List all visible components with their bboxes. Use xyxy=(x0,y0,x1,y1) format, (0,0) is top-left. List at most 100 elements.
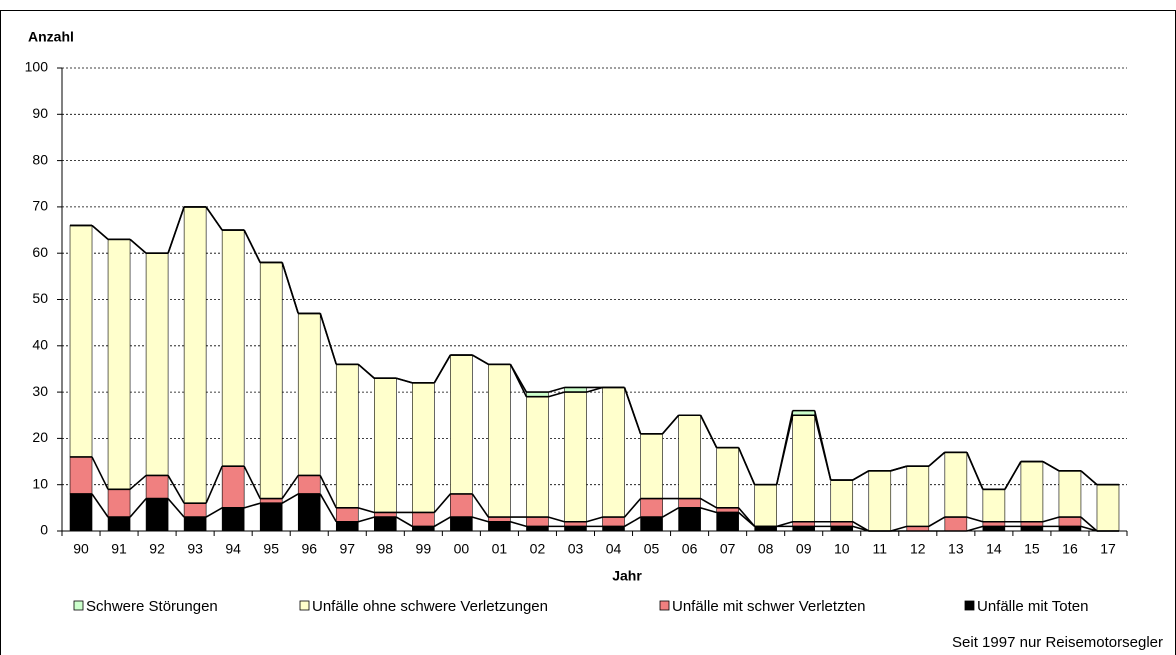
series-line xyxy=(586,516,603,523)
series-line xyxy=(129,498,147,518)
legend-swatch xyxy=(964,600,975,611)
series-line xyxy=(662,507,679,518)
x-tick-label: 11 xyxy=(872,541,887,557)
bar-segment xyxy=(297,313,321,476)
series-line xyxy=(243,465,261,499)
y-tick-label: 70 xyxy=(32,198,48,214)
series-line xyxy=(433,493,451,514)
bar-segment xyxy=(564,391,587,523)
bar-segment xyxy=(678,507,701,532)
x-tick-label: 13 xyxy=(948,541,964,557)
bar-segment xyxy=(183,206,207,504)
x-tick-label: 01 xyxy=(492,541,508,557)
legend-label: Schwere Störungen xyxy=(86,598,218,615)
series-line xyxy=(699,414,718,449)
series-line xyxy=(1042,460,1060,472)
series-line xyxy=(129,238,147,254)
bar-segment xyxy=(488,521,511,532)
x-tick-label: 94 xyxy=(225,541,241,557)
bar-segment xyxy=(602,516,625,527)
bar-segment xyxy=(221,507,245,532)
bar-segment xyxy=(183,502,207,518)
bar-segment xyxy=(640,516,663,532)
y-tick-label: 60 xyxy=(32,244,48,260)
series-line xyxy=(358,516,375,523)
series-line xyxy=(167,475,185,504)
series-line xyxy=(243,229,261,263)
legend-swatch xyxy=(73,600,84,611)
bar-segment xyxy=(374,516,397,532)
x-tick-label: 10 xyxy=(834,541,850,557)
series-line xyxy=(966,451,984,490)
bar-segment xyxy=(640,498,663,518)
series-line xyxy=(129,474,147,490)
x-tick-label: 00 xyxy=(454,541,470,557)
bar-segment xyxy=(450,516,473,532)
series-line xyxy=(852,470,870,481)
x-tick-label: 97 xyxy=(339,541,355,557)
x-tick-label: 04 xyxy=(606,541,622,557)
bar-segment xyxy=(754,484,777,527)
bar-segment xyxy=(107,489,131,518)
series-line xyxy=(281,262,299,314)
series-line xyxy=(548,391,565,398)
bar-segment xyxy=(792,414,815,523)
series-line xyxy=(205,507,223,518)
series-line xyxy=(395,516,413,528)
series-line xyxy=(737,447,756,486)
series-line xyxy=(776,520,793,528)
series-line xyxy=(852,521,870,532)
series-line xyxy=(813,410,832,481)
series-line xyxy=(928,516,946,528)
series-line xyxy=(167,206,185,254)
bar-segment xyxy=(412,382,435,513)
bar-segment xyxy=(944,451,968,518)
series-line xyxy=(966,525,984,532)
series-line xyxy=(624,516,641,528)
legend-label: Unfälle mit Toten xyxy=(977,598,1088,615)
series-line xyxy=(510,520,527,528)
x-tick-label: 09 xyxy=(796,541,812,557)
series-line xyxy=(890,465,908,472)
x-tick-label: 91 xyxy=(111,541,127,557)
y-tick-label: 100 xyxy=(25,59,49,75)
bar-segment xyxy=(145,475,169,499)
series-line xyxy=(509,363,528,393)
bar-segment xyxy=(335,364,359,509)
bar-segment xyxy=(221,465,245,509)
bar-segment xyxy=(259,262,283,499)
bar-segment xyxy=(716,512,739,532)
series-line xyxy=(1080,525,1098,532)
y-tick-label: 40 xyxy=(32,337,48,353)
bar-segment xyxy=(145,498,169,532)
bar-segment xyxy=(526,396,549,518)
y-tick-label: 20 xyxy=(32,429,48,445)
bar-segment xyxy=(488,364,511,518)
frame xyxy=(0,10,1176,655)
series-line xyxy=(167,498,185,518)
series-line xyxy=(205,465,223,504)
bar-segment xyxy=(221,229,245,467)
x-tick-label: 03 xyxy=(568,541,584,557)
footnote: Seit 1997 nur Reisemotorsegler xyxy=(952,634,1163,651)
x-tick-label: 17 xyxy=(1100,541,1116,557)
x-tick-label: 92 xyxy=(149,541,165,557)
x-tick-label: 08 xyxy=(758,541,774,557)
series-line xyxy=(548,386,565,393)
series-line xyxy=(1080,470,1098,486)
bar-segment xyxy=(297,493,321,532)
bar-segment xyxy=(335,521,359,532)
x-tick-label: 99 xyxy=(416,541,432,557)
x-tick-label: 93 xyxy=(187,541,203,557)
bar-segment xyxy=(1058,516,1082,527)
series-line xyxy=(890,525,908,532)
legend-swatch xyxy=(659,600,670,611)
series-line xyxy=(358,507,375,514)
series-line xyxy=(661,414,680,435)
bar-segment xyxy=(526,516,549,527)
series-line xyxy=(700,497,718,509)
series-line xyxy=(775,410,794,485)
bar-segment xyxy=(183,516,207,532)
bar-segment xyxy=(1020,461,1044,523)
